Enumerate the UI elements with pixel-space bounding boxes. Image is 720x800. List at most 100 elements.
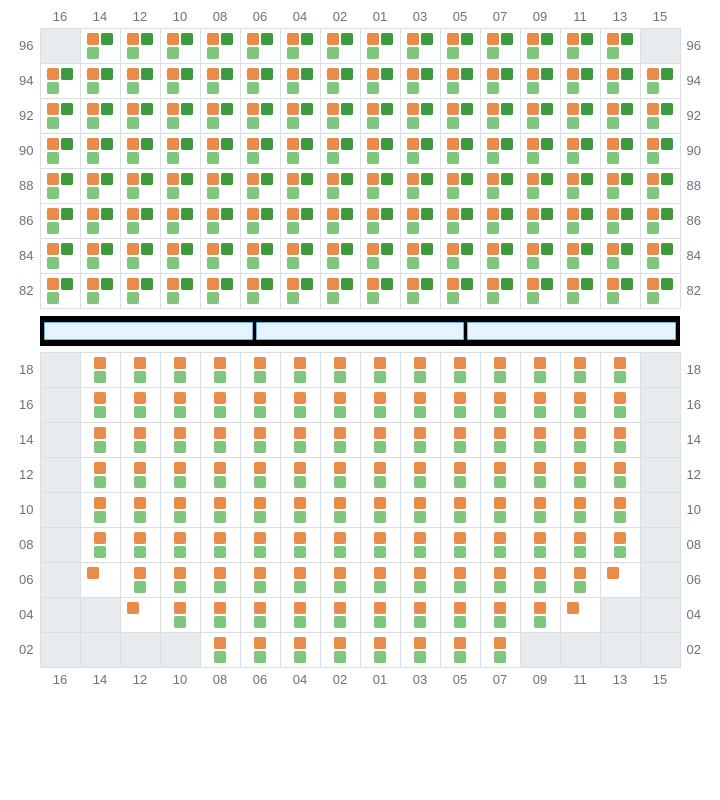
seat-cell[interactable] [161,353,201,388]
seat-cell[interactable] [121,169,161,204]
seat-cell[interactable] [241,423,281,458]
seat-cell[interactable] [361,493,401,528]
seat-cell[interactable] [281,204,321,239]
seat-cell[interactable] [441,99,481,134]
seat-cell[interactable] [641,204,681,239]
seat-cell[interactable] [441,423,481,458]
seat-cell[interactable] [601,169,641,204]
seat-cell[interactable] [561,134,601,169]
seat-cell[interactable] [241,134,281,169]
seat-cell[interactable] [481,598,521,633]
seat-cell[interactable] [521,99,561,134]
seat-cell[interactable] [201,134,241,169]
seat-cell[interactable] [481,99,521,134]
seat-cell[interactable] [161,423,201,458]
seat-cell[interactable] [281,598,321,633]
seat-cell[interactable] [481,423,521,458]
seat-cell[interactable] [201,388,241,423]
seat-cell[interactable] [361,239,401,274]
seat-cell[interactable] [121,204,161,239]
seat-cell[interactable] [41,274,81,309]
seat-cell[interactable] [81,388,121,423]
seat-cell[interactable] [521,274,561,309]
seat-cell[interactable] [201,64,241,99]
seat-cell[interactable] [561,528,601,563]
seat-cell[interactable] [401,388,441,423]
seat-cell[interactable] [201,274,241,309]
seat-cell[interactable] [601,458,641,493]
seat-cell[interactable] [81,169,121,204]
seat-cell[interactable] [281,239,321,274]
seat-cell[interactable] [401,99,441,134]
seat-cell[interactable] [441,29,481,64]
seat-cell[interactable] [401,274,441,309]
seat-cell[interactable] [121,239,161,274]
seat-cell[interactable] [321,353,361,388]
seat-cell[interactable] [641,134,681,169]
seat-cell[interactable] [441,458,481,493]
seat-cell[interactable] [441,493,481,528]
seat-cell[interactable] [521,64,561,99]
seat-cell[interactable] [481,633,521,668]
seat-cell[interactable] [81,134,121,169]
seat-cell[interactable] [561,29,601,64]
seat-cell[interactable] [281,493,321,528]
seat-cell[interactable] [241,99,281,134]
seat-cell[interactable] [521,169,561,204]
seat-cell[interactable] [281,388,321,423]
seat-cell[interactable] [121,29,161,64]
seat-cell[interactable] [321,204,361,239]
seat-cell[interactable] [401,423,441,458]
seat-cell[interactable] [441,134,481,169]
seat-cell[interactable] [481,204,521,239]
seat-cell[interactable] [241,239,281,274]
seat-cell[interactable] [481,239,521,274]
seat-cell[interactable] [441,388,481,423]
seat-cell[interactable] [561,563,601,598]
seat-cell[interactable] [281,274,321,309]
seat-cell[interactable] [401,204,441,239]
seat-cell[interactable] [601,274,641,309]
seat-cell[interactable] [161,134,201,169]
seat-cell[interactable] [81,274,121,309]
seat-cell[interactable] [81,239,121,274]
seat-cell[interactable] [121,353,161,388]
seat-cell[interactable] [201,598,241,633]
seat-cell[interactable] [481,563,521,598]
seat-cell[interactable] [281,563,321,598]
seat-cell[interactable] [41,204,81,239]
seat-cell[interactable] [561,493,601,528]
seat-cell[interactable] [81,493,121,528]
seat-cell[interactable] [241,633,281,668]
seat-cell[interactable] [121,458,161,493]
seat-cell[interactable] [201,169,241,204]
seat-cell[interactable] [281,169,321,204]
seat-cell[interactable] [81,563,121,598]
seat-cell[interactable] [361,29,401,64]
seat-cell[interactable] [401,528,441,563]
seat-cell[interactable] [601,493,641,528]
seat-cell[interactable] [401,353,441,388]
seat-cell[interactable] [441,633,481,668]
seat-cell[interactable] [241,274,281,309]
seat-cell[interactable] [201,423,241,458]
seat-cell[interactable] [601,528,641,563]
seat-cell[interactable] [481,493,521,528]
seat-cell[interactable] [441,239,481,274]
seat-cell[interactable] [521,423,561,458]
seat-cell[interactable] [441,598,481,633]
seat-cell[interactable] [401,633,441,668]
seat-cell[interactable] [361,64,401,99]
seat-cell[interactable] [641,99,681,134]
seat-cell[interactable] [241,29,281,64]
seat-cell[interactable] [441,353,481,388]
seat-cell[interactable] [81,99,121,134]
seat-cell[interactable] [441,528,481,563]
seat-cell[interactable] [521,493,561,528]
seat-cell[interactable] [361,134,401,169]
seat-cell[interactable] [201,99,241,134]
seat-cell[interactable] [321,598,361,633]
seat-cell[interactable] [321,169,361,204]
seat-cell[interactable] [441,169,481,204]
seat-cell[interactable] [41,134,81,169]
